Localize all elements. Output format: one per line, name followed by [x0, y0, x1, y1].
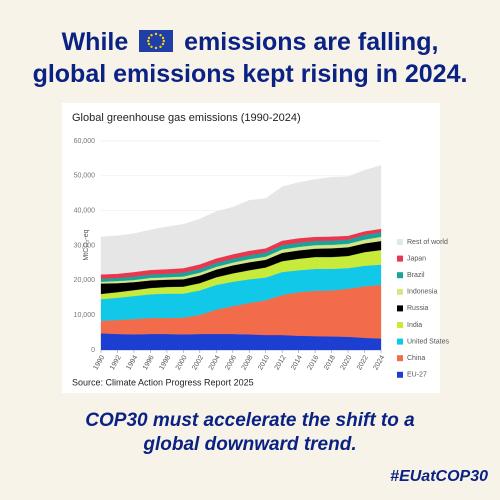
- y-tick-label: 0: [91, 347, 95, 354]
- source: Source: Climate Action Progress Report 2…: [72, 377, 254, 387]
- legend-label: Russia: [407, 305, 429, 312]
- legend-swatch: [397, 322, 403, 328]
- legend-label: China: [407, 355, 425, 362]
- legend-label: Japan: [407, 255, 426, 262]
- y-tick-label: 40,000: [74, 208, 96, 215]
- title-text: While: [61, 28, 129, 56]
- y-tick-label: 50,000: [74, 173, 96, 180]
- message-line-1: COP30 must accelerate the shift to a: [85, 410, 415, 431]
- title-line-1: While emissions are falling,: [0, 28, 500, 57]
- y-axis-label: MtCO₂-eq: [83, 229, 90, 260]
- legend-swatch: [397, 338, 403, 345]
- legend-swatch: [397, 255, 403, 262]
- title-line-2: global emissions kept rising in 2024.: [32, 60, 468, 88]
- hashtag: #EUatCOP30: [390, 468, 488, 485]
- legend-swatch: [397, 239, 403, 245]
- y-tick-label: 30,000: [74, 242, 96, 249]
- legend-swatch: [397, 305, 403, 312]
- legend-label: EU-27: [407, 372, 427, 379]
- chart-title: Global greenhouse gas emissions (1990-20…: [72, 112, 301, 124]
- legend-label: India: [407, 322, 422, 329]
- eu-flag-icon: [139, 30, 174, 52]
- legend-label: Brazil: [407, 272, 425, 279]
- title-text: emissions are falling,: [184, 28, 439, 56]
- legend-label: Rest of world: [407, 239, 448, 246]
- legend-label: Indonesia: [407, 289, 437, 296]
- y-tick-label: 60,000: [74, 138, 96, 145]
- legend-swatch: [397, 371, 403, 378]
- legend-swatch: [397, 288, 403, 295]
- legend-swatch: [397, 355, 403, 362]
- message-line-2: global downward trend.: [143, 434, 357, 455]
- legend-swatch: [397, 272, 403, 279]
- area: [100, 165, 382, 275]
- y-tick-label: 10,000: [74, 312, 96, 319]
- y-tick-label: 20,000: [74, 277, 96, 284]
- legend-label: United States: [407, 338, 450, 345]
